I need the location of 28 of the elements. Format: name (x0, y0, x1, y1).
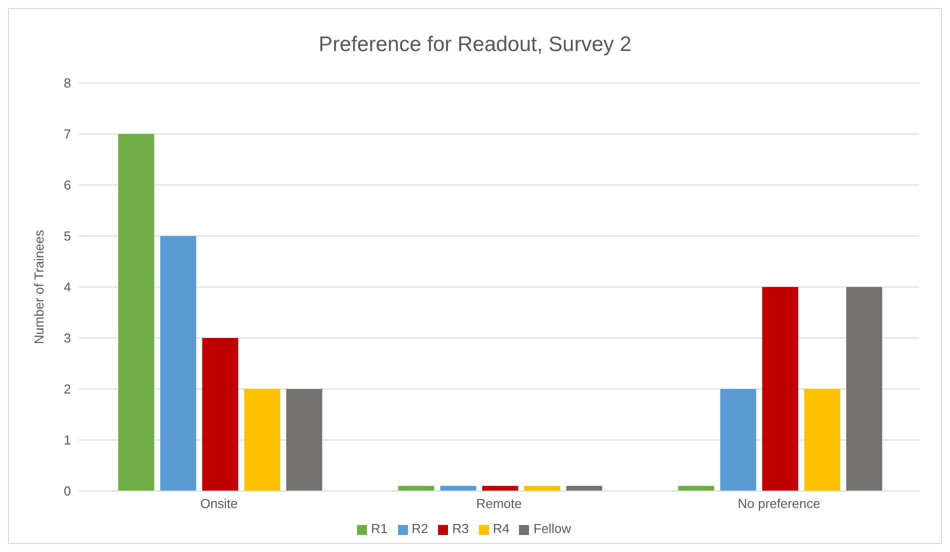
y-tick-label: 0 (64, 484, 71, 499)
x-tick-label: Onsite (200, 496, 238, 512)
bar (118, 134, 154, 491)
y-tick-label: 1 (64, 432, 71, 448)
y-tick-label: 5 (64, 228, 71, 244)
y-tick-label: 7 (64, 126, 71, 142)
chart-title: Preference for Readout, Survey 2 (318, 32, 632, 58)
x-tick-label: No preference (738, 496, 820, 512)
legend-label: Fellow (533, 521, 572, 536)
bar (846, 287, 882, 491)
bar (202, 338, 238, 491)
legend-label: R3 (452, 521, 469, 536)
y-tick-label: 2 (64, 382, 71, 397)
y-tick-label: 6 (64, 178, 71, 193)
bar (160, 236, 196, 491)
y-tick-label: 8 (64, 76, 71, 91)
y-tick-label: 3 (64, 330, 71, 346)
legend-label: R2 (412, 521, 428, 536)
bar (244, 389, 280, 491)
bar (286, 389, 322, 491)
y-tick-label: 4 (64, 280, 71, 295)
bar (720, 389, 756, 491)
legend-label: R1 (370, 521, 388, 536)
x-tick-label: Remote (476, 496, 522, 512)
bar (804, 389, 840, 491)
bar (762, 287, 798, 491)
y-axis-title: Number of Trainees (32, 229, 47, 344)
legend-label: R4 (492, 521, 510, 536)
